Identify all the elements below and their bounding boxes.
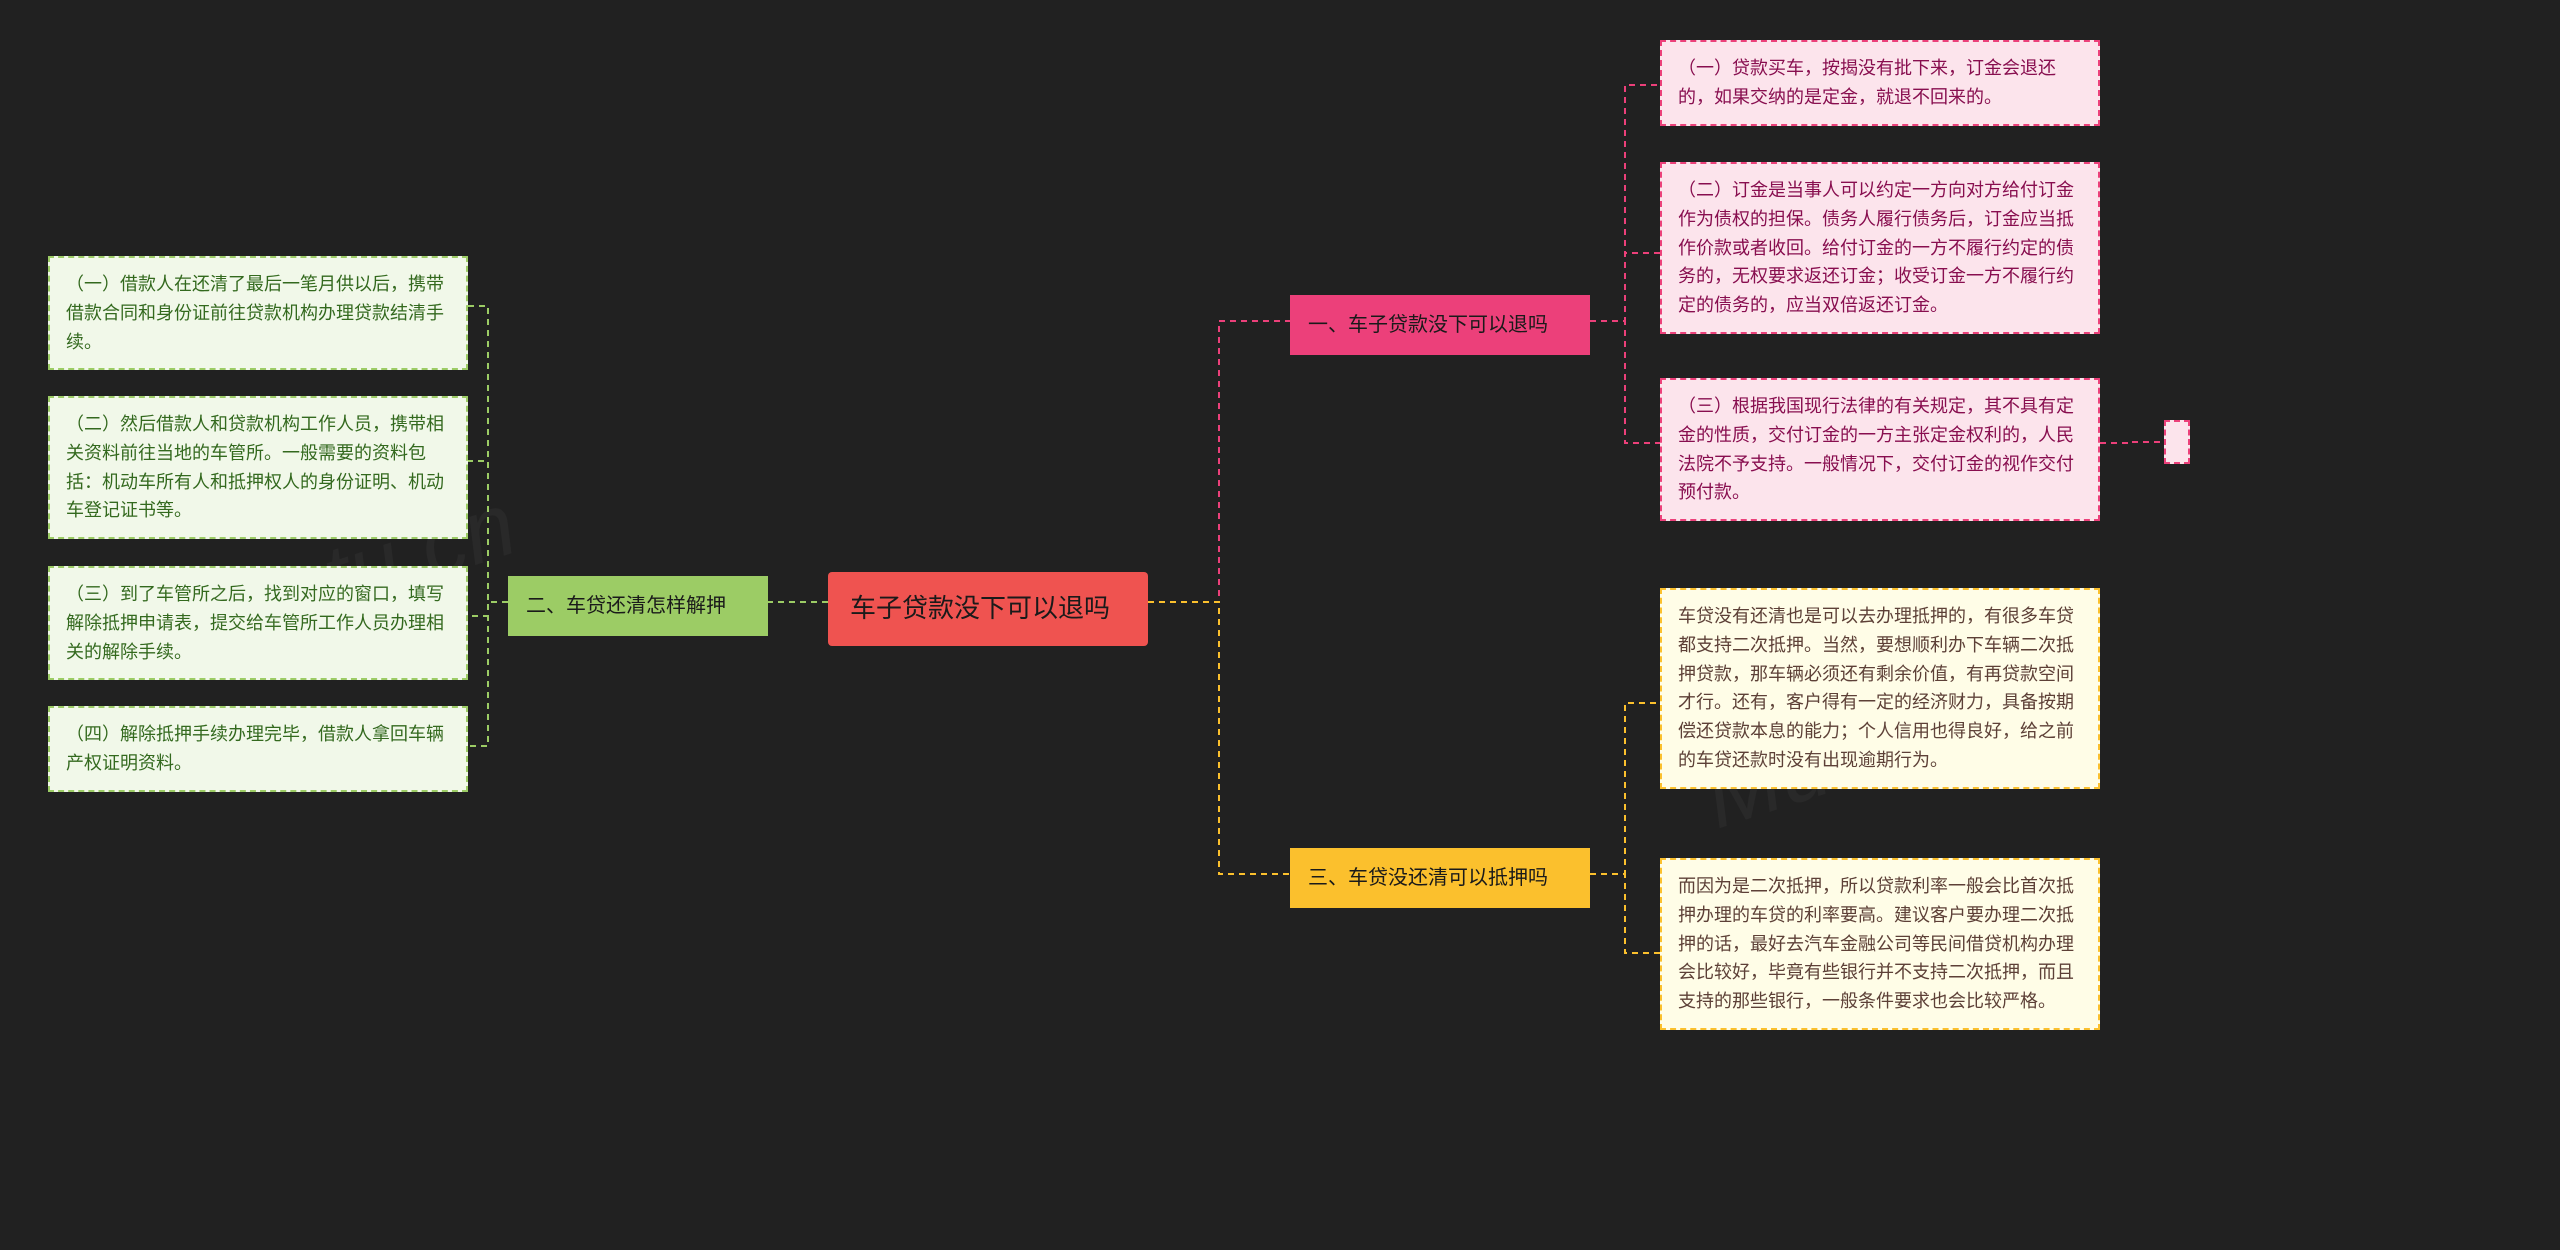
branch-3: 三、车贷没还清可以抵押吗 <box>1290 848 1590 908</box>
branch-1: 一、车子贷款没下可以退吗 <box>1290 295 1590 355</box>
leaf-1-2: （二）订金是当事人可以约定一方向对方给付订金作为债权的担保。债务人履行债务后，订… <box>1660 162 2100 334</box>
leaf-2-4: （四）解除抵押手续办理完毕，借款人拿回车辆产权证明资料。 <box>48 706 468 792</box>
center-node: 车子贷款没下可以退吗 <box>828 572 1148 646</box>
leaf-1-3-extra <box>2164 420 2190 464</box>
leaf-1-3: （三）根据我国现行法律的有关规定，其不具有定金的性质，交付订金的一方主张定金权利… <box>1660 378 2100 521</box>
leaf-3-2: 而因为是二次抵押，所以贷款利率一般会比首次抵押办理的车贷的利率要高。建议客户要办… <box>1660 858 2100 1030</box>
leaf-2-1: （一）借款人在还清了最后一笔月供以后，携带借款合同和身份证前往贷款机构办理贷款结… <box>48 256 468 370</box>
branch-2: 二、车贷还清怎样解押 <box>508 576 768 636</box>
leaf-2-2: （二）然后借款人和贷款机构工作人员，携带相关资料前往当地的车管所。一般需要的资料… <box>48 396 468 539</box>
leaf-1-1: （一）贷款买车，按揭没有批下来，订金会退还的，如果交纳的是定金，就退不回来的。 <box>1660 40 2100 126</box>
leaf-3-1: 车贷没有还清也是可以去办理抵押的，有很多车贷都支持二次抵押。当然，要想顺利办下车… <box>1660 588 2100 789</box>
leaf-2-3: （三）到了车管所之后，找到对应的窗口，填写解除抵押申请表，提交给车管所工作人员办… <box>48 566 468 680</box>
